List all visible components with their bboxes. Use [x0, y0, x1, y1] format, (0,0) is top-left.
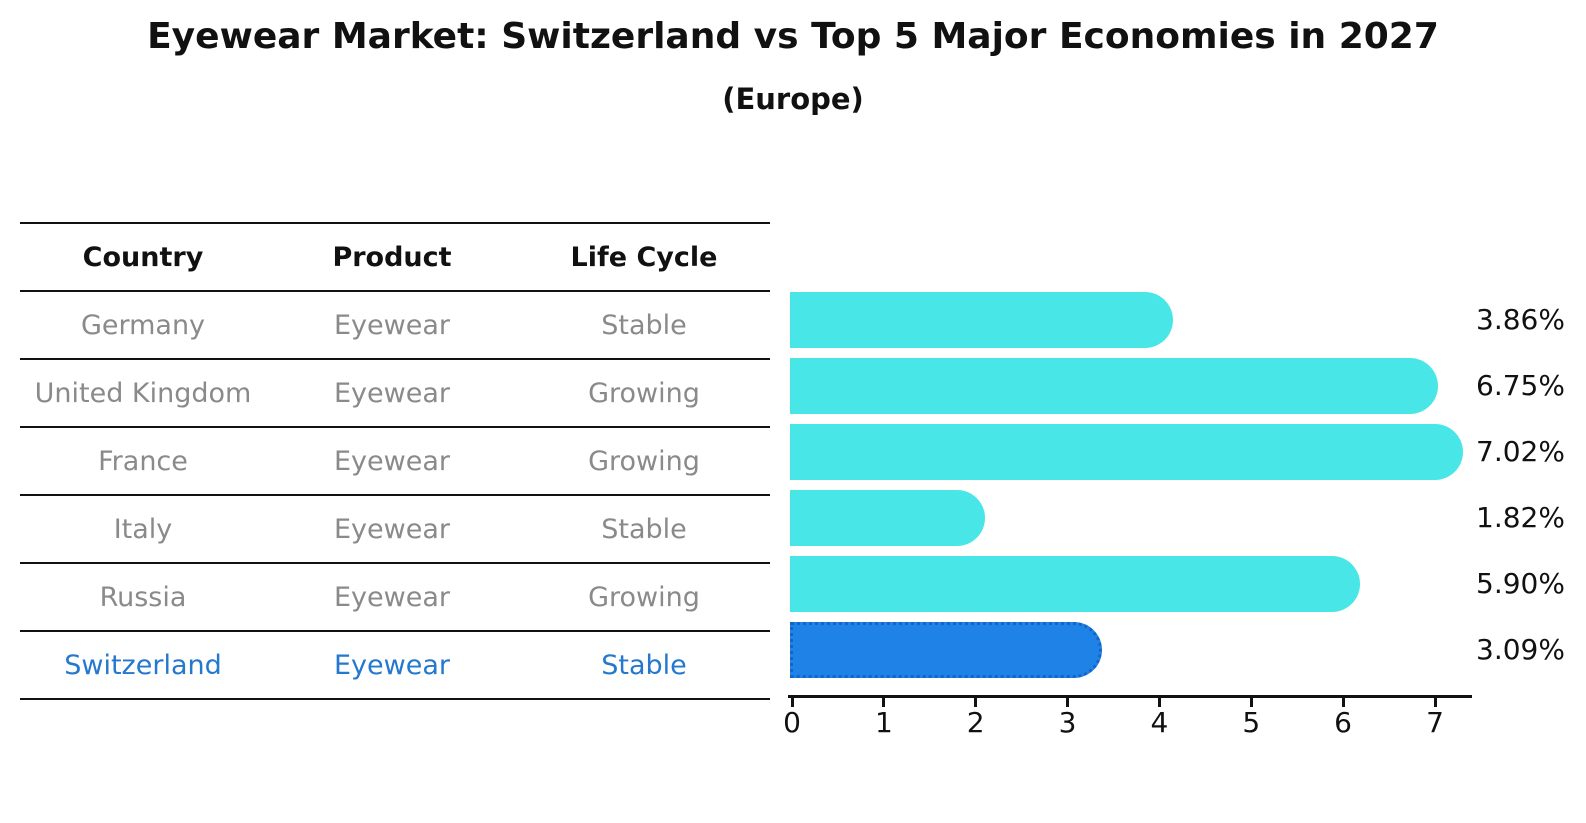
x-axis-tick [974, 698, 978, 707]
value-label: 7.02% [1476, 435, 1565, 468]
table-row-switzerland: Switzerland Eyewear Stable [20, 632, 770, 700]
x-axis-tick-label: 3 [1058, 706, 1077, 739]
value-label: 3.09% [1476, 633, 1565, 666]
x-axis-tick [1249, 698, 1253, 707]
x-axis-tick [1066, 698, 1070, 707]
x-axis-tick [1157, 698, 1161, 707]
value-label: 6.75% [1476, 369, 1565, 402]
x-axis-tick [1341, 698, 1345, 707]
x-axis-tick-label: 2 [966, 706, 985, 739]
product-cell: Eyewear [334, 309, 450, 341]
x-axis-tick-label: 4 [1150, 706, 1169, 739]
country-cell: Russia [99, 581, 187, 613]
bar-switzerland [790, 622, 1102, 678]
x-axis-tick [1433, 698, 1437, 707]
bar-united-kingdom [790, 358, 1438, 414]
product-cell: Eyewear [334, 649, 450, 681]
x-axis-tick [882, 698, 886, 707]
life-cycle-cell: Stable [601, 309, 687, 341]
value-label: 5.90% [1476, 567, 1565, 600]
bar-italy [790, 490, 986, 546]
country-cell: Germany [80, 309, 206, 341]
life-cycle-cell: Growing [588, 377, 700, 409]
product-cell: Eyewear [334, 377, 450, 409]
product-cell: Eyewear [334, 445, 450, 477]
value-label: 1.82% [1476, 501, 1565, 534]
x-axis-tick-label: 7 [1426, 706, 1444, 739]
country-cell: France [98, 445, 188, 477]
x-axis-tick-label: 5 [1242, 706, 1261, 739]
table-row-germany: Germany Eyewear Stable [20, 292, 770, 360]
chart-title: Eyewear Market: Switzerland vs Top 5 Maj… [147, 16, 1439, 57]
bar-france [790, 424, 1463, 480]
bar-germany [790, 292, 1173, 348]
table-row-france: France Eyewear Growing [20, 428, 770, 496]
x-axis-tick-label: 6 [1334, 706, 1352, 739]
header-country: Country [82, 241, 204, 273]
country-cell: United Kingdom [34, 377, 252, 409]
life-cycle-cell: Stable [601, 649, 687, 681]
life-cycle-cell: Growing [588, 581, 700, 613]
product-cell: Eyewear [334, 513, 450, 545]
country-cell: Switzerland [64, 649, 222, 681]
header-life-cycle: Life Cycle [570, 241, 718, 273]
x-axis-tick-label: 1 [874, 706, 893, 739]
x-axis-line [788, 695, 1472, 698]
life-cycle-cell: Stable [601, 513, 687, 545]
chart-subtitle: (Europe) [722, 82, 864, 116]
table-row-united-kingdom: United Kingdom Eyewear Growing [20, 360, 770, 428]
x-axis-tick-label: 0 [783, 706, 801, 739]
table-row-russia: Russia Eyewear Growing [20, 564, 770, 632]
life-cycle-cell: Growing [588, 445, 700, 477]
header-product: Product [332, 241, 452, 273]
bar-russia [790, 556, 1360, 612]
product-cell: Eyewear [334, 581, 450, 613]
x-axis-tick [790, 698, 794, 707]
value-label: 3.86% [1476, 303, 1565, 336]
table-row-italy: Italy Eyewear Stable [20, 496, 770, 564]
table-header-row: Country Product Life Cycle [20, 222, 770, 292]
country-table: Country Product Life Cycle Germany Eyewe… [20, 222, 770, 700]
country-cell: Italy [113, 513, 173, 545]
